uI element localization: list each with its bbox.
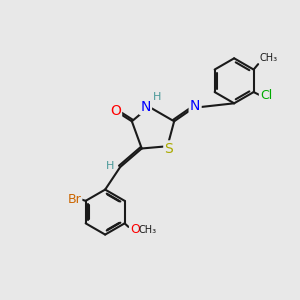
Text: N: N xyxy=(140,100,151,114)
Text: CH₃: CH₃ xyxy=(260,53,278,63)
Text: O: O xyxy=(110,104,121,118)
Text: Cl: Cl xyxy=(260,88,272,102)
Text: Br: Br xyxy=(68,193,81,206)
Text: H: H xyxy=(153,92,162,102)
Text: O: O xyxy=(130,224,140,236)
Text: CH₃: CH₃ xyxy=(139,225,157,235)
Text: S: S xyxy=(165,142,173,156)
Text: N: N xyxy=(190,99,200,113)
Text: H: H xyxy=(106,160,115,171)
